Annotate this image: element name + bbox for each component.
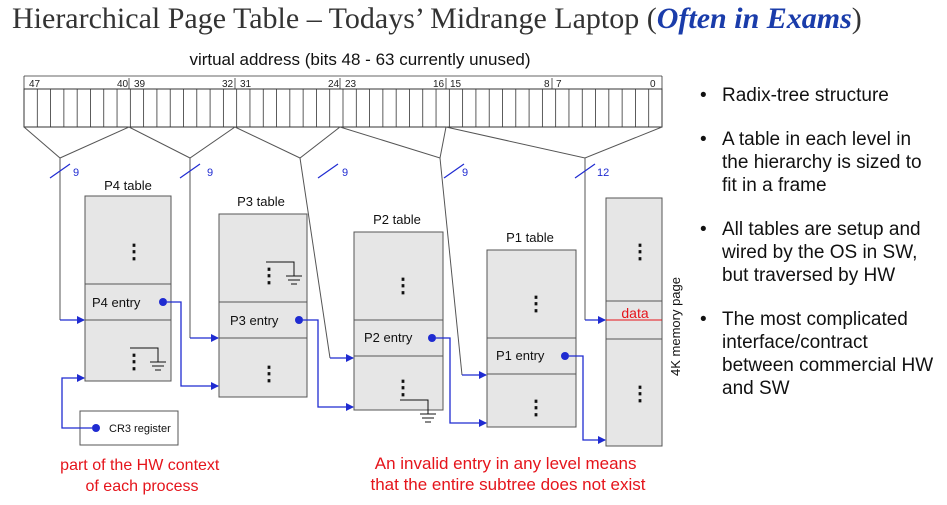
- bullet-item: A table in each level in the hierarchy i…: [698, 128, 938, 197]
- bit-label-23: 23: [345, 79, 357, 90]
- p2-table: P2 table ⋮ P2 entry ⋮: [353, 212, 444, 423]
- cr3-pointer-dot: [92, 424, 100, 432]
- pointer-arrows: [60, 301, 606, 444]
- bit-label-7: 7: [556, 79, 562, 90]
- field-width-p4: 9: [73, 167, 79, 179]
- p4-entry-label: P4 entry: [92, 295, 141, 310]
- cr3-label: CR3 register: [109, 423, 171, 435]
- p2-entry-label: P2 entry: [364, 330, 413, 345]
- page-ellipsis-icon: ⋮: [630, 241, 650, 263]
- bit-label-24: 24: [328, 79, 340, 90]
- p4-ellipsis-icon: ⋮: [124, 241, 144, 263]
- p3-ground-icon: [266, 261, 302, 285]
- bit-label-15: 15: [450, 79, 462, 90]
- bit-label-39: 39: [134, 79, 146, 90]
- p2-lower-ellipsis-icon: ⋮: [393, 377, 413, 399]
- bullet-item: The most complicated interface/contract …: [698, 308, 938, 400]
- p3-entry-label: P3 entry: [230, 313, 279, 328]
- cr3-register: CR3 register: [79, 410, 179, 446]
- p3-ellipsis-icon: ⋮: [259, 265, 279, 287]
- title-prefix: Hierarchical Page Table – Todays’ Midran…: [12, 2, 657, 35]
- bit-label-47: 47: [29, 79, 41, 90]
- field-width-p2: 9: [342, 167, 348, 179]
- p1-table: P1 table ⋮ P1 entry ⋮: [486, 230, 577, 428]
- invalid-entry-note: An invalid entry in any level means that…: [370, 454, 645, 494]
- bit-label-0: 0: [650, 79, 656, 90]
- p4-ground-icon: [130, 347, 166, 371]
- p1-ellipsis-icon: ⋮: [526, 293, 546, 315]
- field-width-p1: 9: [462, 167, 468, 179]
- p1-entry-label: P1 entry: [496, 348, 545, 363]
- field-width-p3: 9: [207, 167, 213, 179]
- p3-lower-ellipsis-icon: ⋮: [259, 363, 279, 385]
- memory-page: ⋮ data ⋮ 4K memory page: [605, 197, 683, 447]
- bit-label-31: 31: [240, 79, 252, 90]
- bullet-item: Radix-tree structure: [698, 84, 938, 107]
- p2-table-label: P2 table: [373, 212, 421, 227]
- slide-title: Hierarchical Page Table – Todays’ Midran…: [12, 2, 862, 36]
- p1-entry-pointer-dot: [561, 352, 569, 360]
- p1-table-label: P1 table: [506, 230, 554, 245]
- bit-label-32: 32: [222, 79, 234, 90]
- p1-lower-ellipsis-icon: ⋮: [526, 397, 546, 419]
- field-width-offset: 12: [597, 167, 609, 179]
- p2-ground-icon: [400, 399, 436, 423]
- memory-page-label: 4K memory page: [668, 277, 683, 376]
- p4-table: P4 table ⋮ P4 entry ⋮: [84, 178, 172, 382]
- field-brackets: [23, 126, 663, 376]
- p4-entry-pointer-dot: [159, 298, 167, 306]
- page-data-label: data: [621, 305, 648, 321]
- bit-label-8: 8: [544, 79, 550, 90]
- bit-label-40: 40: [117, 79, 129, 90]
- p3-table: P3 table ⋮ P3 entry ⋮: [218, 194, 308, 398]
- p3-table-label: P3 table: [237, 194, 285, 209]
- p2-ellipsis-icon: ⋮: [393, 275, 413, 297]
- title-suffix: ): [851, 2, 862, 35]
- p2-entry-pointer-dot: [428, 334, 436, 342]
- p3-entry-pointer-dot: [295, 316, 303, 324]
- field-width-marks: [49, 163, 596, 179]
- page-lower-ellipsis-icon: ⋮: [630, 383, 650, 405]
- virtual-address-register: 47 40 39 32 31 24 23 16 15 8 7 0: [23, 75, 663, 128]
- bit-label-16: 16: [433, 79, 445, 90]
- title-emphasis: Often in Exams: [656, 2, 852, 35]
- p4-table-label: P4 table: [104, 178, 152, 193]
- hw-context-note: part of the HW context of each process: [60, 457, 224, 495]
- p4-lower-ellipsis-icon: ⋮: [124, 351, 144, 373]
- virtual-address-label: virtual address (bits 48 - 63 currently …: [189, 50, 530, 69]
- bullet-list: Radix-tree structure A table in each lev…: [698, 84, 938, 421]
- bullet-item: All tables are setup and wired by the OS…: [698, 218, 938, 287]
